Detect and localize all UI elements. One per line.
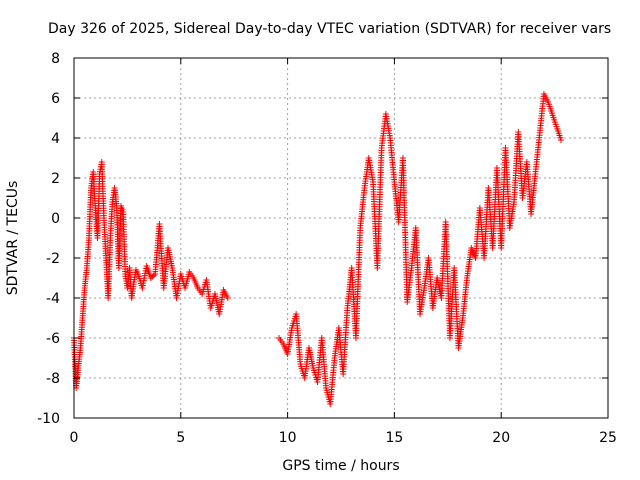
x-axis-label: GPS time / hours — [282, 458, 399, 474]
y-tick-label: -4 — [46, 291, 60, 307]
data-point — [147, 275, 154, 281]
y-tick-label: -6 — [46, 331, 60, 347]
x-tick-label: 15 — [385, 430, 403, 446]
y-tick-label: 2 — [51, 171, 60, 187]
data-point — [150, 272, 157, 279]
y-axis-label: SDTVAR / TECUs — [5, 181, 21, 296]
x-tick-label: 5 — [176, 430, 185, 446]
x-tick-label: 25 — [599, 430, 617, 446]
plot-frame — [73, 57, 609, 419]
x-tick-label: 20 — [492, 430, 510, 446]
y-tick-label: 0 — [51, 211, 60, 227]
axis-ticks: 0 5 10 15 20 25 -10 -8 -6 -4 -2 0 2 4 6 8 — [37, 51, 617, 446]
data-point — [558, 137, 565, 143]
data-point — [224, 295, 231, 301]
y-tick-label: -2 — [46, 251, 60, 267]
x-tick-label: 0 — [70, 430, 79, 446]
x-tick-label: 10 — [279, 430, 297, 446]
y-tick-label: -8 — [46, 371, 60, 387]
chart-title: Day 326 of 2025, Sidereal Day-to-day VTE… — [48, 21, 611, 37]
y-tick-label: -10 — [37, 411, 60, 427]
y-tick-label: 8 — [51, 51, 60, 67]
data-points — [71, 91, 565, 407]
data-point — [149, 273, 156, 280]
y-tick-label: 4 — [51, 131, 60, 147]
y-tick-label: 6 — [51, 91, 60, 107]
